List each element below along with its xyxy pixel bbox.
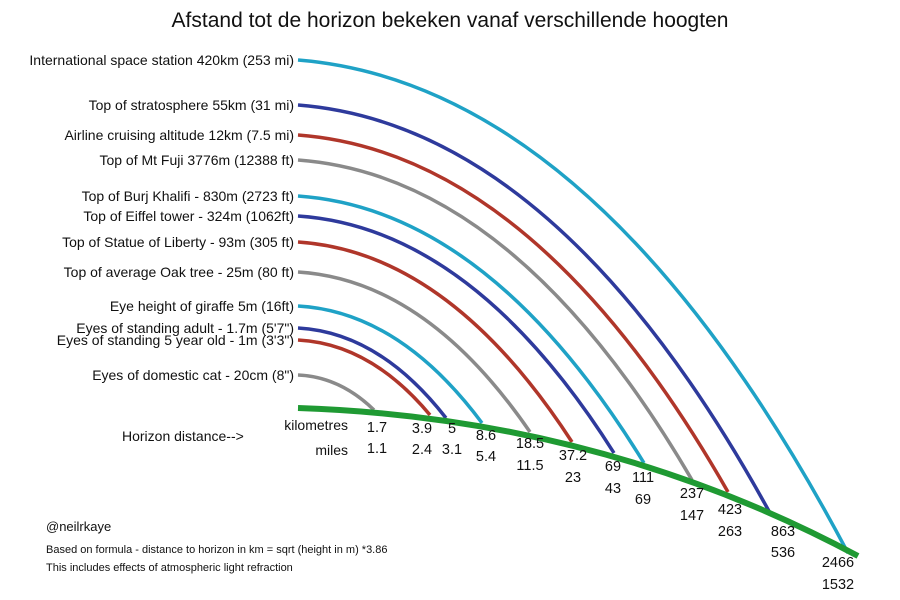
sightline-curve — [297, 270, 532, 433]
height-label: Top of stratosphere 55km (31 mi) — [89, 97, 294, 113]
height-label: International space station 420km (253 m… — [29, 52, 294, 68]
height-label: Eyes of standing 5 year old - 1m (3'3") — [57, 332, 294, 348]
distance-miles-value: 5.4 — [476, 449, 496, 465]
height-label: Top of Mt Fuji 3776m (12388 ft) — [99, 152, 294, 168]
horizon-distance-label: Horizon distance--> — [122, 428, 244, 444]
sightline-curve — [297, 326, 448, 420]
chart-title: Afstand tot de horizon bekeken vanaf ver… — [172, 9, 729, 32]
height-label: Eye height of giraffe 5m (16ft) — [110, 298, 294, 314]
credit: @neilrkaye — [46, 519, 111, 534]
refraction-note: This includes effects of atmospheric lig… — [46, 562, 293, 574]
sightline-curve — [297, 58, 850, 554]
distance-km-value: 1.7 — [367, 420, 387, 436]
height-label: Top of Eiffel tower - 324m (1062ft) — [83, 208, 294, 224]
sightline-curve — [297, 240, 574, 443]
distance-km-value: 111 — [632, 470, 654, 486]
sightline-curve — [297, 133, 730, 493]
distance-miles-value: 2.4 — [412, 442, 432, 458]
height-label: Eyes of domestic cat - 20cm (8") — [92, 367, 294, 383]
distance-miles-value: 23 — [565, 470, 581, 486]
distance-miles-value: 263 — [718, 524, 742, 540]
distance-miles-value: 147 — [680, 508, 704, 524]
distance-miles-value: 536 — [771, 545, 795, 561]
height-label: Airline cruising altitude 12km (7.5 mi) — [64, 127, 294, 143]
distance-miles-value: 1.1 — [367, 441, 387, 457]
distance-km-value: 2466 — [822, 555, 854, 571]
distance-miles-value: 43 — [605, 481, 621, 497]
formula-note: Based on formula - distance to horizon i… — [46, 544, 387, 556]
sightline-curve — [297, 158, 694, 481]
distance-km-value: 5 — [448, 421, 456, 437]
sightline-curve — [297, 304, 484, 425]
distance-miles-value: 69 — [635, 492, 651, 508]
distance-km-value: 863 — [771, 524, 795, 540]
distance-km-value: 423 — [718, 502, 742, 518]
sightline-curve — [297, 194, 646, 464]
unit-miles-label: miles — [315, 442, 348, 458]
distance-km-value: 18.5 — [516, 436, 544, 452]
distance-km-value: 37.2 — [559, 448, 587, 464]
sightline-curve — [297, 214, 616, 454]
distance-miles-value: 3.1 — [442, 442, 462, 458]
distance-km-value: 3.9 — [412, 421, 432, 437]
ground-curve — [297, 405, 860, 559]
distance-km-value: 8.6 — [476, 428, 496, 444]
unit-km-label: kilometres — [284, 417, 348, 433]
distance-miles-value: 11.5 — [516, 458, 543, 474]
sightline-curve — [297, 338, 432, 417]
height-label: Top of average Oak tree - 25m (80 ft) — [64, 264, 294, 280]
sightline-curve — [297, 373, 376, 412]
height-label: Top of Statue of Liberty - 93m (305 ft) — [62, 234, 294, 250]
distance-km-value: 237 — [680, 486, 704, 502]
height-label: Eyes of standing adult - 1.7m (5'7") — [76, 320, 294, 336]
sightline-curve — [297, 103, 772, 514]
distance-km-value: 69 — [605, 459, 621, 475]
height-label: Top of Burj Khalifi - 830m (2723 ft) — [82, 188, 294, 204]
distance-miles-value: 1532 — [822, 577, 854, 593]
